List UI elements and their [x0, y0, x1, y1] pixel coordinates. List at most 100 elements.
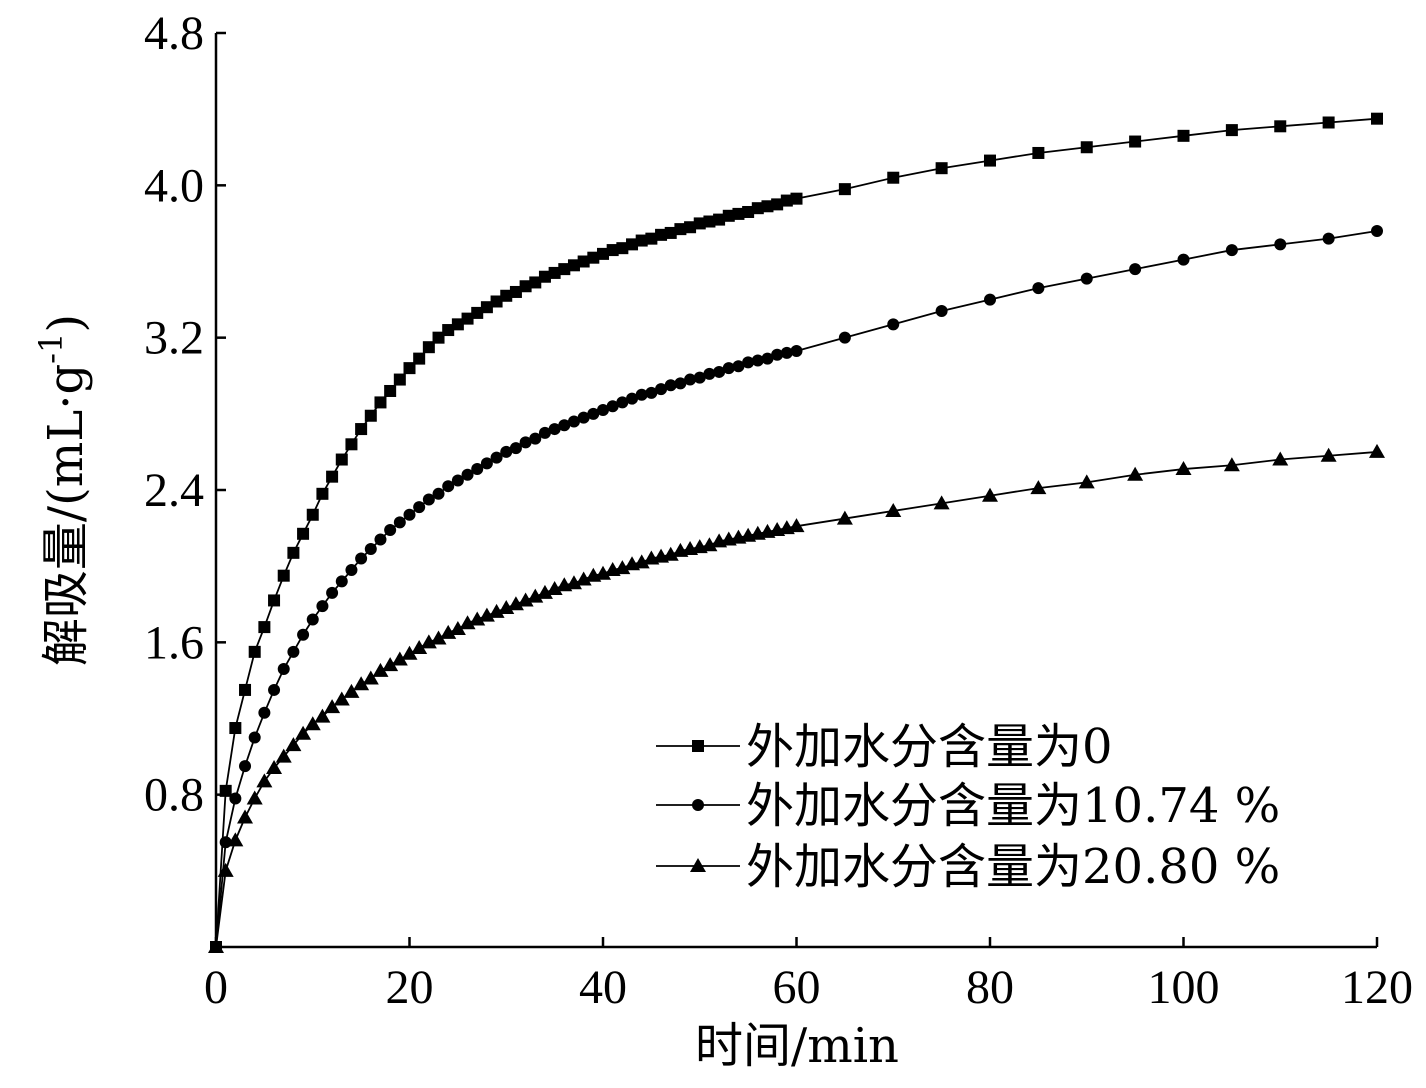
legend-item: 外加水分含量为0 [656, 719, 1113, 775]
data-point [1272, 451, 1289, 466]
data-point [295, 725, 312, 740]
data-point [480, 457, 493, 470]
data-point [432, 331, 445, 344]
data-point [519, 280, 532, 293]
data-point [372, 662, 389, 677]
data-point [1369, 443, 1385, 458]
data-point [635, 234, 648, 247]
data-point [565, 575, 582, 590]
data-point [1032, 282, 1045, 295]
data-point [1223, 457, 1240, 472]
data-point [355, 423, 368, 436]
data-point [606, 400, 619, 413]
data-point [684, 221, 697, 234]
data-point [246, 790, 263, 805]
data-point [674, 223, 687, 236]
data-point [275, 748, 292, 763]
data-point [401, 645, 418, 660]
data-point [1322, 116, 1335, 129]
data-point [239, 760, 252, 773]
data-point [384, 523, 397, 536]
data-point [461, 312, 474, 325]
data-point [536, 584, 553, 599]
data-point [471, 306, 484, 319]
x-tick-label: 100 [1148, 961, 1220, 1014]
data-point [430, 630, 447, 645]
data-point [933, 495, 950, 510]
data-point [645, 386, 658, 399]
data-point [1322, 232, 1335, 245]
data-point [529, 276, 542, 289]
data-point [362, 670, 379, 685]
data-point [287, 546, 300, 559]
data-point [761, 352, 774, 365]
data-point [316, 487, 329, 500]
data-point [664, 226, 677, 239]
data-point [461, 468, 474, 481]
data-point [382, 657, 399, 672]
data-point [751, 202, 764, 215]
data-point [258, 706, 271, 719]
legend-item: 外加水分含量为10.74 % [656, 778, 1280, 834]
data-point [713, 365, 726, 378]
y-axis-title-close: ) [38, 314, 94, 333]
data-point [780, 346, 793, 359]
data-point [1175, 461, 1192, 476]
data-point [558, 263, 571, 276]
data-point [393, 516, 406, 529]
data-point [1032, 146, 1045, 159]
data-point [324, 699, 341, 714]
data-point [488, 603, 505, 618]
data-point [674, 377, 687, 390]
data-point [558, 419, 571, 432]
data-point [268, 683, 281, 696]
data-point [567, 415, 580, 428]
data-point [440, 624, 457, 639]
series-square [210, 112, 1383, 953]
data-point [548, 266, 561, 279]
data-point [420, 634, 437, 649]
data-point [333, 691, 350, 706]
x-tick-label: 0 [204, 961, 228, 1014]
data-point [364, 409, 377, 422]
data-point [509, 442, 522, 455]
data-point [343, 683, 360, 698]
data-point [374, 533, 387, 546]
data-point [237, 809, 254, 824]
series-triangle [208, 443, 1385, 953]
data-point [471, 463, 484, 476]
data-point [517, 592, 534, 607]
data-point [345, 438, 358, 451]
data-point [935, 305, 948, 318]
data-point [422, 341, 435, 354]
data-point [616, 396, 629, 409]
data-point [411, 640, 428, 655]
data-point [1177, 129, 1190, 142]
data-point [1274, 120, 1287, 133]
y-tick-label: 3.2 [144, 312, 204, 365]
data-point [527, 588, 544, 603]
data-point [1080, 141, 1093, 154]
data-point [713, 213, 726, 226]
data-point [597, 404, 609, 417]
x-axis-title: 时间/min [695, 1018, 899, 1074]
data-point [587, 251, 600, 264]
data-point [316, 600, 329, 613]
data-point [384, 384, 397, 397]
data-point [306, 613, 319, 626]
data-point [519, 436, 532, 449]
data-point [751, 354, 764, 367]
data-point [297, 527, 310, 540]
data-point [662, 546, 679, 561]
data-point [266, 760, 283, 775]
data-point [314, 708, 331, 723]
data-point [304, 716, 321, 731]
data-point [287, 645, 300, 658]
y-tick-label: 2.4 [144, 464, 204, 517]
data-point [364, 543, 377, 556]
data-point [693, 217, 706, 230]
data-point [742, 205, 755, 218]
data-point [285, 737, 302, 752]
data-point [451, 318, 464, 331]
